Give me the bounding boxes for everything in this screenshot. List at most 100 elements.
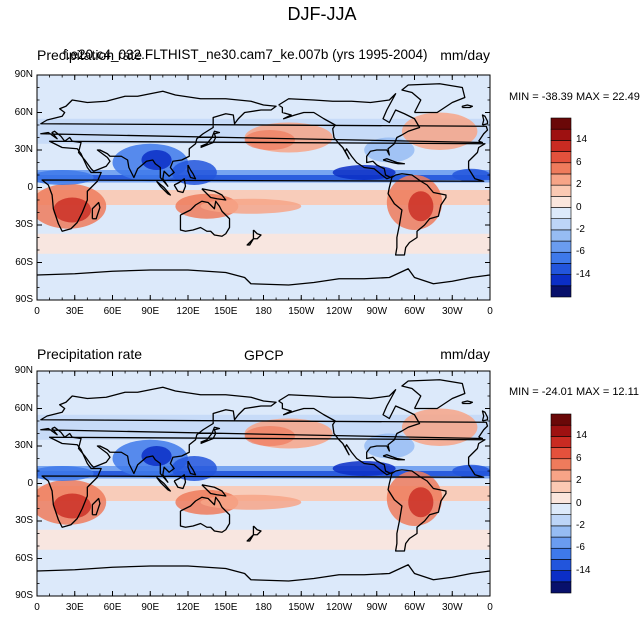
colorbar-swatch bbox=[550, 140, 572, 152]
colorbar-swatch bbox=[550, 413, 572, 426]
colorbar-swatch bbox=[550, 207, 572, 219]
colorbar-swatch bbox=[550, 525, 572, 538]
coastline bbox=[201, 484, 227, 497]
colorbar-tick-label: -2 bbox=[576, 519, 585, 531]
coastline bbox=[481, 114, 489, 126]
colorbar-swatch bbox=[550, 436, 572, 448]
coastline bbox=[156, 180, 172, 196]
colorbar-swatch bbox=[550, 559, 572, 571]
colorbar-tick-label: 6 bbox=[576, 156, 582, 168]
lon-tick-label: 90W bbox=[366, 306, 388, 317]
map-plot bbox=[36, 74, 572, 301]
lon-tick-label: 150E bbox=[214, 602, 238, 613]
colorbar-swatch bbox=[550, 447, 572, 460]
colorbar-tick-label: 14 bbox=[576, 430, 588, 442]
lon-tick-label: 150E bbox=[214, 306, 238, 317]
colorbar-swatch bbox=[550, 547, 572, 560]
colorbar-tick-label: -2 bbox=[576, 223, 585, 235]
colorbar-swatch bbox=[550, 240, 572, 253]
coastline bbox=[41, 140, 486, 232]
lon-tick-label: 180 bbox=[255, 602, 272, 613]
lon-tick-label: 120E bbox=[176, 602, 200, 613]
coastline bbox=[246, 525, 262, 542]
colorbar bbox=[550, 413, 572, 594]
map-panel-model: Precipitation rate f.e20.c4_032.FLTHIST_… bbox=[0, 40, 644, 330]
colorbar-tick-label: 2 bbox=[576, 475, 582, 487]
lat-tick-label: 30N bbox=[14, 440, 33, 451]
lon-tick-label: 120W bbox=[325, 602, 353, 613]
colorbar-swatch bbox=[550, 218, 572, 231]
colorbar-swatch bbox=[550, 480, 572, 493]
panel-units-label: mm/day bbox=[440, 346, 490, 362]
lon-tick-label: 30E bbox=[65, 602, 84, 613]
coastline bbox=[481, 410, 489, 422]
lon-tick-label: 150W bbox=[288, 602, 315, 613]
lon-tick-label: 30E bbox=[65, 306, 84, 317]
coastline bbox=[278, 93, 421, 180]
colorbar bbox=[550, 117, 572, 298]
colorbar-swatch bbox=[550, 173, 572, 186]
coastline bbox=[37, 564, 490, 582]
lat-tick-label: 30S bbox=[15, 515, 33, 526]
lon-tick-label: 30W bbox=[441, 306, 463, 317]
coastline bbox=[461, 104, 474, 109]
lon-tick-label: 0 bbox=[487, 602, 493, 613]
panel-left-label: Precipitation rate bbox=[37, 47, 143, 63]
lat-tick-label: 0 bbox=[27, 181, 33, 193]
lat-tick-label: 30S bbox=[15, 219, 33, 230]
coastline bbox=[387, 469, 447, 552]
colorbar-tick-label: 2 bbox=[576, 179, 582, 191]
coastline bbox=[179, 200, 231, 237]
lat-tick-label: 90S bbox=[15, 294, 33, 305]
colorbar-swatch bbox=[550, 514, 572, 527]
colorbar-swatch bbox=[550, 251, 572, 264]
colorbar-swatch bbox=[550, 570, 572, 583]
colorbar-swatch bbox=[550, 117, 572, 130]
colorbar-tick-label: 6 bbox=[576, 452, 582, 464]
lon-tick-label: 90W bbox=[366, 602, 388, 613]
lat-tick-label: 30N bbox=[14, 144, 33, 155]
colorbar-swatch bbox=[550, 581, 572, 594]
colorbar-swatch bbox=[550, 128, 572, 141]
lon-tick-label: 120E bbox=[176, 306, 200, 317]
colorbar-swatch bbox=[550, 458, 572, 471]
lon-tick-label: 0 bbox=[34, 306, 40, 317]
coastline bbox=[387, 173, 447, 256]
panel-minmax: MIN = -24.01 MAX = 12.11 bbox=[509, 386, 640, 398]
lon-tick-label: 60W bbox=[404, 306, 425, 317]
panel-left-label: Precipitation rate bbox=[37, 346, 143, 362]
colorbar-swatch bbox=[550, 492, 572, 504]
colorbar-swatch bbox=[550, 196, 572, 208]
lat-tick-label: 60N bbox=[14, 106, 33, 118]
colorbar-tick-label: -6 bbox=[576, 246, 585, 258]
colorbar-tick-label: -6 bbox=[576, 542, 585, 554]
colorbar-swatch bbox=[550, 263, 572, 275]
lat-tick-label: 60N bbox=[14, 402, 33, 414]
colorbar-tick-label: -14 bbox=[576, 564, 591, 576]
lon-tick-label: 60E bbox=[103, 306, 122, 317]
coastline bbox=[91, 497, 101, 516]
coastline bbox=[173, 178, 187, 194]
colorbar-tick-label: -14 bbox=[576, 268, 591, 280]
coastline bbox=[200, 426, 221, 445]
figure-title: DJF-JJA bbox=[287, 4, 357, 24]
colorbar-swatch bbox=[550, 536, 572, 549]
panel-center-label: f.e20.c4_032.FLTHIST_ne30.cam7_ke.007b (… bbox=[63, 47, 428, 62]
coastline bbox=[200, 130, 221, 149]
colorbar-swatch bbox=[550, 503, 572, 515]
colorbar-swatch bbox=[550, 469, 572, 482]
lon-tick-label: 90E bbox=[141, 306, 160, 317]
lat-tick-label: 60S bbox=[15, 256, 33, 268]
lat-tick-label: 60S bbox=[15, 552, 33, 564]
colorbar-tick-label: 0 bbox=[576, 201, 582, 213]
coastline bbox=[382, 158, 406, 165]
lat-tick-label: 0 bbox=[27, 477, 33, 489]
coastline bbox=[401, 83, 466, 114]
lon-tick-label: 60E bbox=[103, 602, 122, 613]
lon-tick-label: 180 bbox=[255, 306, 272, 317]
lon-tick-label: 90E bbox=[141, 602, 160, 613]
map-panel-obs: Precipitation rate GPCP mm/day MIN = -24… bbox=[0, 336, 644, 626]
colorbar-swatch bbox=[550, 151, 572, 164]
precip-field bbox=[37, 379, 490, 582]
coastline bbox=[278, 389, 421, 476]
